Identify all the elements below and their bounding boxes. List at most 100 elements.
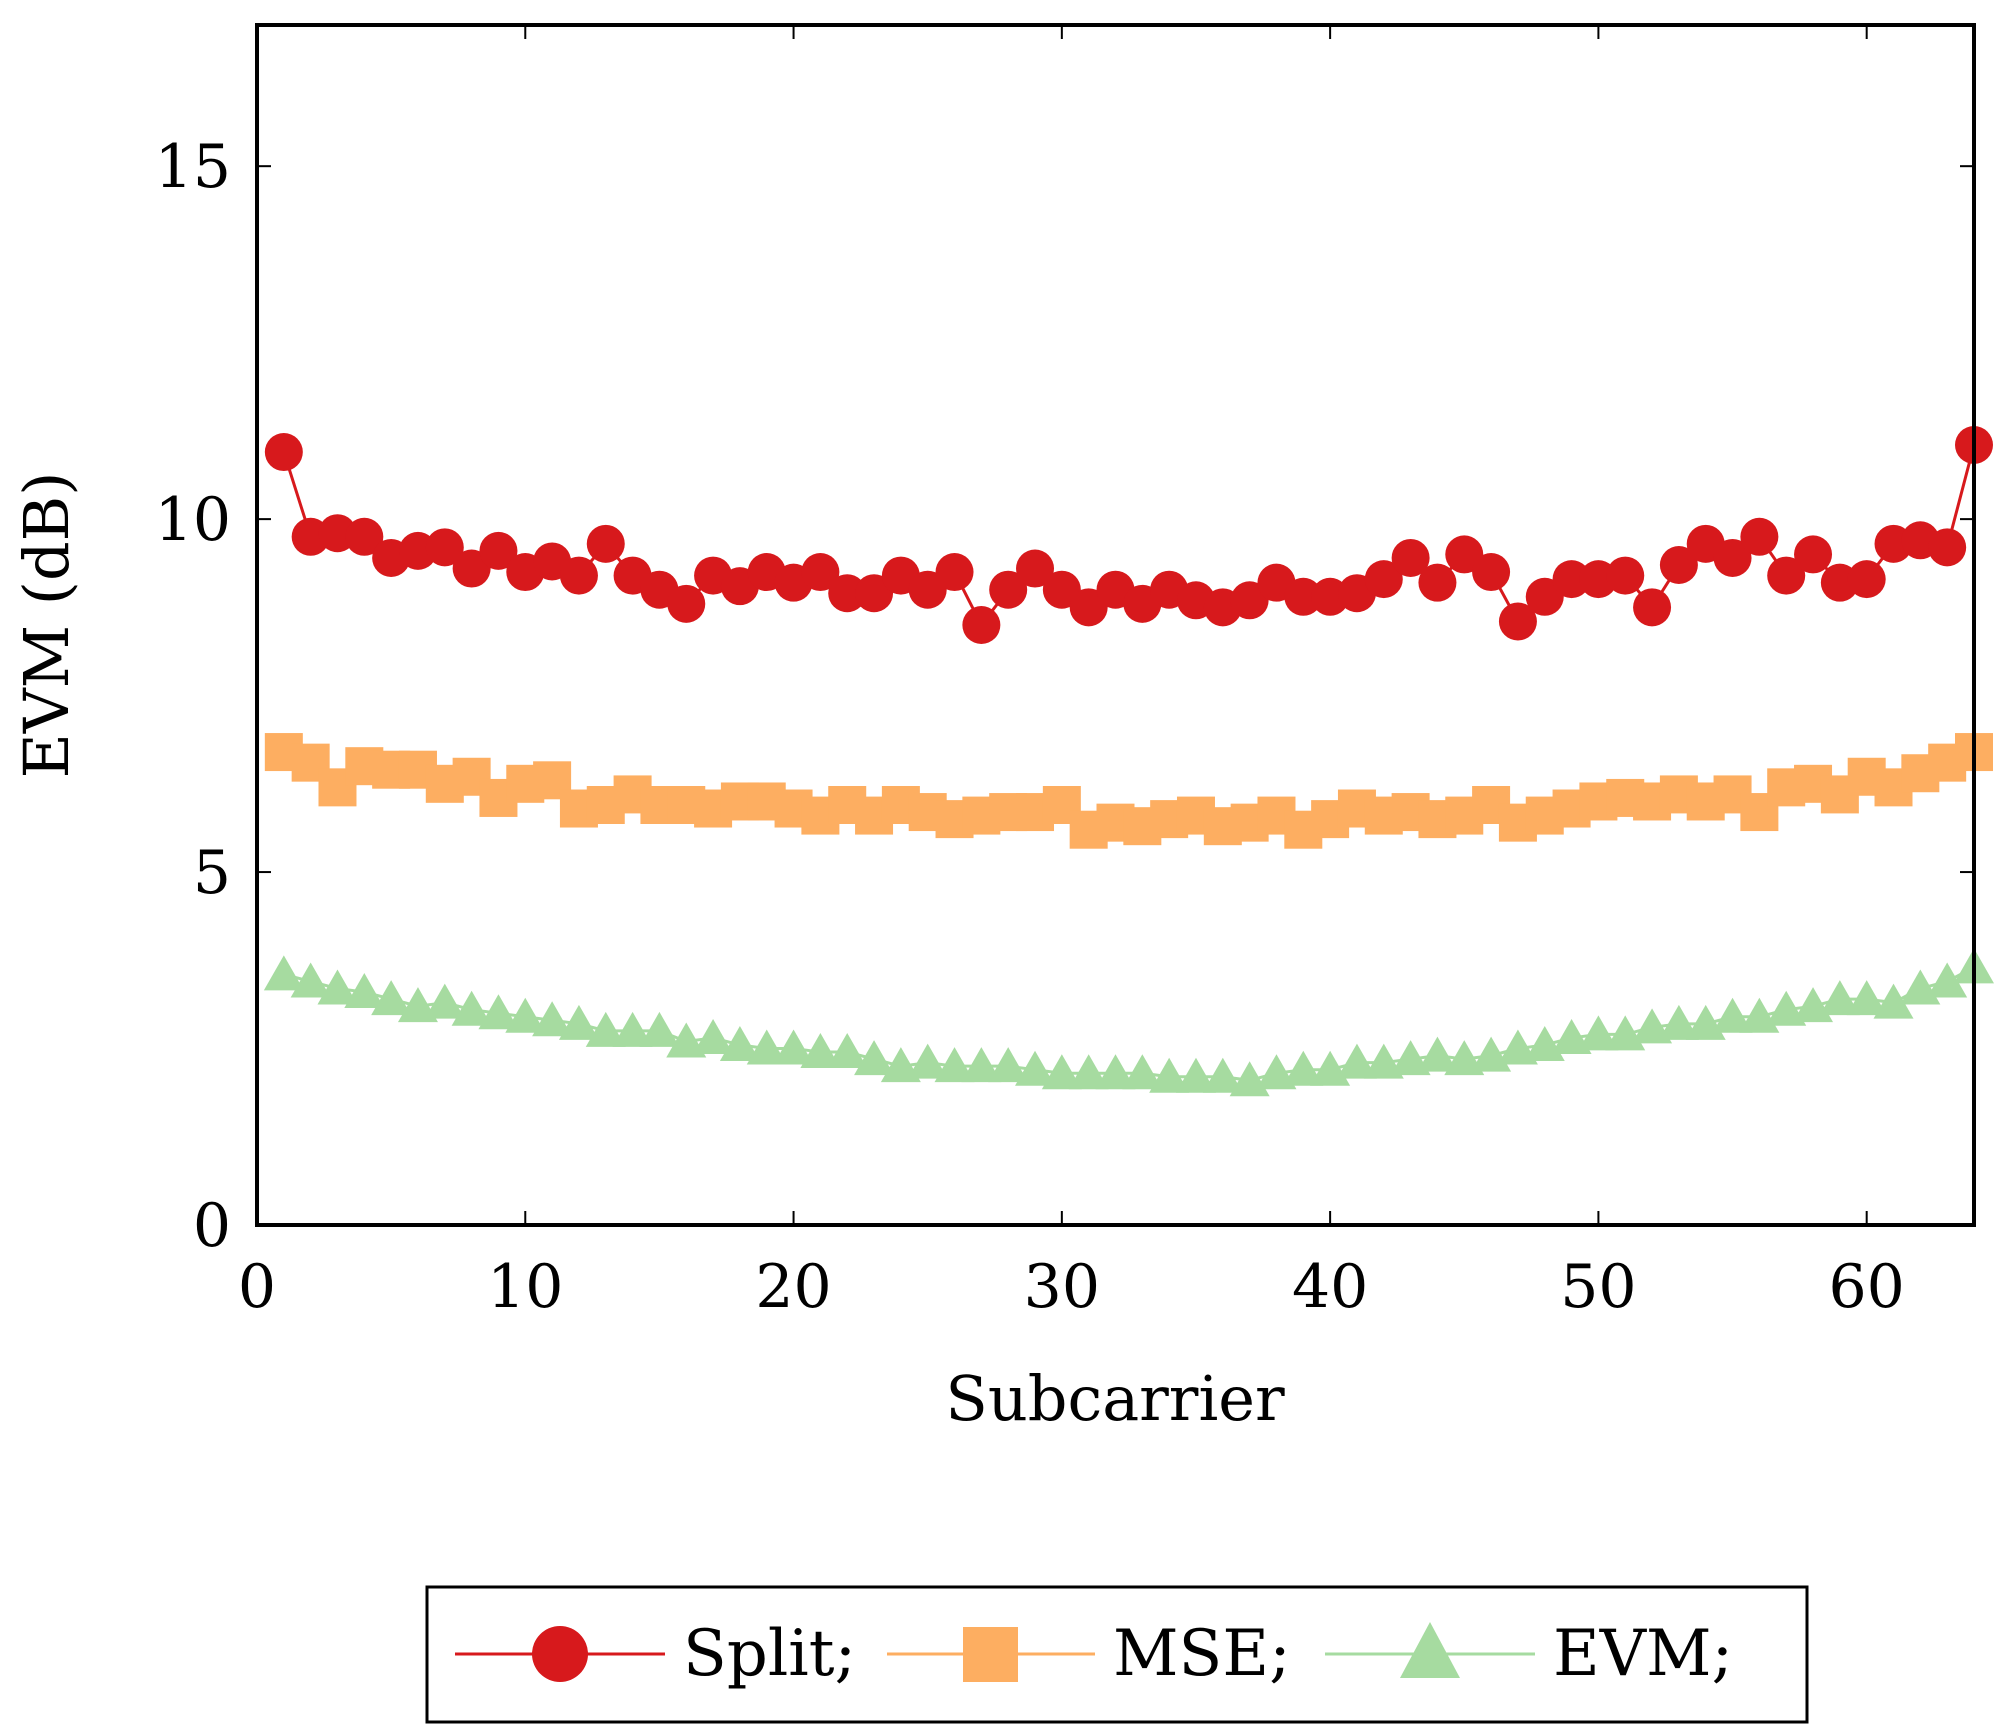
x-tick-label: 30 bbox=[1024, 1252, 1100, 1322]
legend-label-mse: MSE; bbox=[1113, 1617, 1291, 1691]
series-line-evm bbox=[283, 966, 1975, 1082]
data-point-split bbox=[425, 528, 464, 567]
data-point-evm bbox=[290, 962, 331, 998]
data-point-evm bbox=[1819, 980, 1860, 1016]
data-point-evm bbox=[1122, 1054, 1163, 1090]
data-point-evm bbox=[827, 1033, 868, 1069]
data-point-evm bbox=[424, 983, 465, 1019]
data-point-split bbox=[1042, 570, 1081, 609]
series-mse bbox=[264, 733, 1993, 849]
data-point-evm bbox=[371, 980, 412, 1016]
data-point-evm bbox=[934, 1047, 975, 1083]
legend: Split; MSE; EVM; bbox=[425, 1585, 1809, 1724]
data-point-split bbox=[1391, 538, 1430, 577]
data-point-split bbox=[962, 606, 1001, 644]
legend-item-mse: MSE; bbox=[887, 1617, 1291, 1691]
data-point-evm bbox=[693, 1018, 734, 1054]
data-point-evm bbox=[1927, 962, 1968, 998]
data-point-evm bbox=[478, 994, 519, 1030]
data-point-evm bbox=[532, 1001, 573, 1037]
data-point-split bbox=[828, 574, 867, 613]
data-point-split bbox=[1445, 535, 1484, 574]
series-split bbox=[264, 426, 1993, 644]
data-point-split bbox=[479, 531, 518, 570]
data-point-split bbox=[1525, 577, 1564, 616]
data-point-split bbox=[801, 553, 840, 592]
legend-marker-mse bbox=[963, 1627, 1018, 1682]
y-axis-label: EVM (dB) bbox=[10, 472, 83, 779]
data-point-split bbox=[586, 524, 625, 563]
legend-label-evm: EVM; bbox=[1553, 1617, 1733, 1691]
data-point-split bbox=[855, 574, 894, 613]
data-point-evm bbox=[1283, 1050, 1324, 1086]
x-tick-label: 50 bbox=[1560, 1252, 1636, 1322]
data-point-split bbox=[1767, 556, 1806, 595]
y-tick-label: 5 bbox=[193, 838, 231, 908]
data-point-evm bbox=[1202, 1057, 1243, 1093]
data-point-split bbox=[1713, 538, 1752, 577]
series-layer bbox=[263, 426, 1994, 1097]
data-point-split bbox=[1847, 560, 1886, 599]
data-point-split bbox=[345, 517, 384, 556]
data-point-split bbox=[1418, 563, 1457, 602]
data-point-evm bbox=[1149, 1057, 1190, 1093]
data-point-evm bbox=[907, 1043, 948, 1079]
data-point-evm bbox=[1041, 1054, 1082, 1090]
data-point-evm bbox=[773, 1029, 814, 1065]
data-point-evm bbox=[1175, 1057, 1216, 1093]
legend-label-split: Split; bbox=[683, 1617, 856, 1691]
data-point-evm bbox=[854, 1040, 895, 1076]
data-point-evm bbox=[344, 973, 385, 1009]
data-point-evm bbox=[1015, 1050, 1056, 1086]
x-tick-label: 10 bbox=[487, 1252, 563, 1322]
data-point-evm bbox=[1578, 1015, 1619, 1051]
y-tick-label: 15 bbox=[155, 132, 231, 202]
data-point-split bbox=[1498, 602, 1537, 641]
data-point-evm bbox=[719, 1026, 760, 1061]
legend-marker-evm bbox=[1400, 1622, 1460, 1678]
data-point-evm bbox=[988, 1047, 1029, 1083]
data-point-evm bbox=[263, 955, 304, 991]
data-point-evm bbox=[451, 990, 492, 1026]
x-axis-label: Subcarrier bbox=[945, 1362, 1285, 1435]
data-point-evm bbox=[1712, 997, 1753, 1033]
data-point-split bbox=[1794, 535, 1833, 574]
data-point-split bbox=[1633, 588, 1672, 627]
data-point-split bbox=[452, 549, 491, 588]
legend-item-evm: EVM; bbox=[1325, 1617, 1733, 1691]
data-point-split bbox=[1552, 560, 1591, 599]
data-point-split bbox=[667, 584, 706, 623]
data-point-evm bbox=[961, 1047, 1002, 1083]
data-point-split bbox=[1472, 553, 1511, 592]
x-tick-label: 60 bbox=[1829, 1252, 1905, 1322]
data-point-evm bbox=[746, 1029, 787, 1065]
legend-item-split: Split; bbox=[455, 1617, 856, 1691]
y-tick-label: 10 bbox=[155, 485, 231, 555]
x-tick-label: 0 bbox=[238, 1252, 276, 1322]
data-point-split bbox=[1016, 549, 1055, 588]
data-point-split bbox=[908, 570, 947, 609]
data-point-split bbox=[1069, 588, 1108, 627]
data-point-evm bbox=[800, 1033, 841, 1069]
data-point-evm bbox=[1846, 980, 1887, 1016]
data-point-split bbox=[1284, 577, 1323, 616]
data-point-evm bbox=[1873, 983, 1914, 1019]
data-point-evm bbox=[505, 997, 546, 1033]
data-point-evm bbox=[317, 969, 358, 1005]
data-point-evm bbox=[585, 1011, 626, 1047]
data-point-split bbox=[989, 570, 1028, 609]
data-point-evm bbox=[1095, 1054, 1136, 1090]
plot-frame bbox=[255, 23, 1976, 1227]
legend-marker-split bbox=[532, 1626, 588, 1682]
data-point-split bbox=[264, 433, 303, 472]
x-tick-label: 20 bbox=[755, 1252, 831, 1322]
data-point-evm bbox=[1068, 1054, 1109, 1090]
data-point-evm bbox=[558, 1004, 599, 1040]
data-point-split bbox=[1606, 556, 1645, 595]
data-point-split bbox=[1230, 581, 1269, 620]
data-point-split bbox=[1364, 560, 1403, 599]
data-point-evm bbox=[1336, 1043, 1377, 1079]
series-evm bbox=[263, 948, 1994, 1097]
data-point-evm bbox=[639, 1011, 680, 1047]
